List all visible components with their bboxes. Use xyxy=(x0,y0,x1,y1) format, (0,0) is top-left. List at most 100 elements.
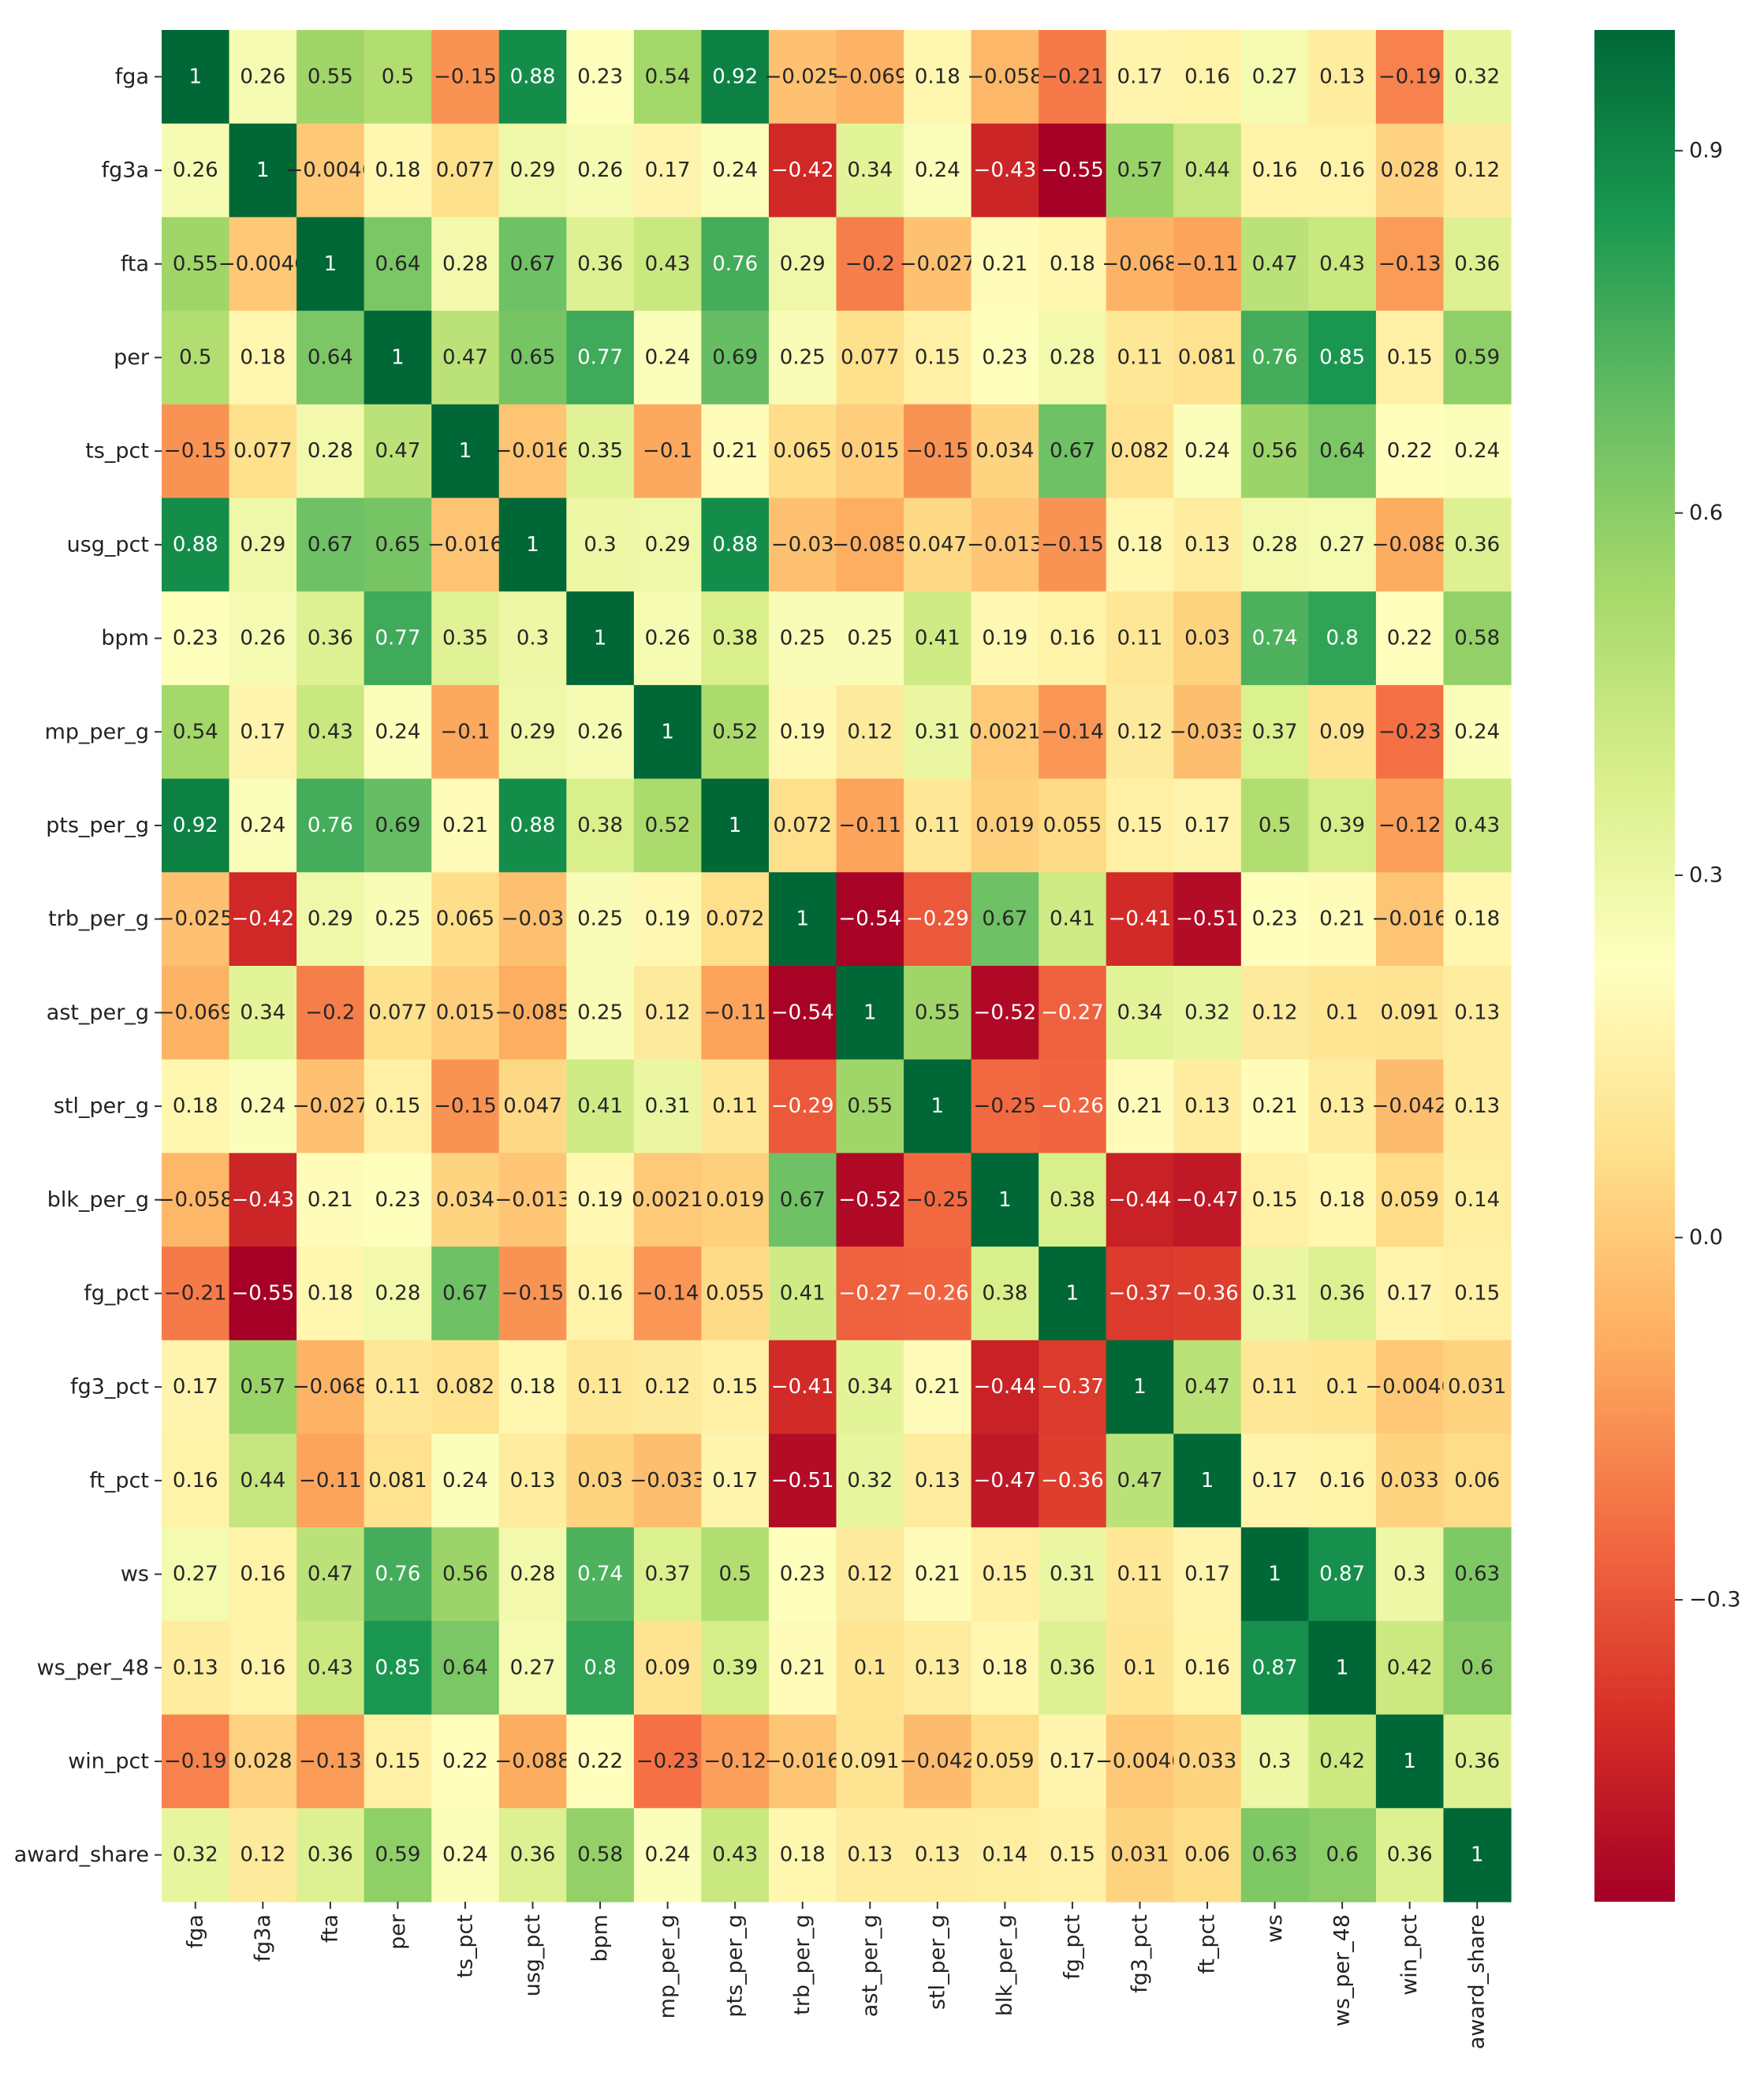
heatmap-cell-blk_per_g-mp_per_g xyxy=(633,1153,702,1247)
cell-value-label: 0.019 xyxy=(975,814,1034,837)
cell-value-label: 0.12 xyxy=(645,1375,691,1399)
heatmap-cell-award_share-mp_per_g xyxy=(633,1808,702,1903)
cell-value-label: 0.69 xyxy=(712,345,758,369)
cell-value-label: 0.52 xyxy=(712,720,758,743)
cell-value-label: 1 xyxy=(1471,1843,1484,1867)
heatmap-cell-fg3_pct-pts_per_g xyxy=(701,1340,770,1435)
cell-value-label: −0.13 xyxy=(1378,252,1441,276)
cell-value-label: 0.25 xyxy=(577,1001,623,1024)
heatmap-cell-fta-ft_pct xyxy=(1173,217,1242,311)
cell-value-label: 0.11 xyxy=(712,1094,758,1118)
cell-value-label: 1 xyxy=(391,345,405,369)
cell-value-label: −0.29 xyxy=(771,1094,834,1118)
cell-value-label: 0.18 xyxy=(1050,252,1095,276)
cell-value-label: −0.03 xyxy=(771,533,834,557)
heatmap-cell-per-fg3a xyxy=(229,311,297,405)
colorbar: 0.9 0.6 0.3 0.0 −0.3 xyxy=(1594,30,1741,1902)
heatmap-cell-fg3a-win_pct xyxy=(1375,123,1445,218)
heatmap-cell-fta-usg_pct xyxy=(498,217,567,311)
heatmap-cell-win_pct-pts_per_g xyxy=(701,1714,770,1809)
heatmap-cell-ws-fg3a xyxy=(229,1527,297,1622)
cell-value-label: 0.88 xyxy=(510,65,556,88)
heatmap-cell-ast_per_g-ts_pct xyxy=(431,966,500,1060)
heatmap-cell-fga-award_share xyxy=(1443,30,1512,125)
cell-value-label: 0.23 xyxy=(375,1188,420,1212)
cell-value-label: 0.32 xyxy=(173,1843,218,1867)
cell-value-label: 0.11 xyxy=(1252,1375,1298,1399)
heatmap-cell-award_share-fta xyxy=(296,1808,365,1903)
cell-value-label: 0.64 xyxy=(442,1656,488,1679)
heatmap-cell-fg3_pct-mp_per_g xyxy=(633,1340,702,1435)
heatmap-cell-fga-fga xyxy=(162,30,230,125)
heatmap-cell-win_pct-mp_per_g xyxy=(633,1714,702,1809)
cell-value-label: 0.28 xyxy=(308,439,353,463)
cell-value-label: −0.033 xyxy=(630,1469,706,1493)
cell-value-label: 0.43 xyxy=(308,1656,353,1679)
cell-value-label: 0.18 xyxy=(915,65,960,88)
heatmap-cell-ws_per_48-fga xyxy=(162,1620,230,1716)
heatmap-cell-ast_per_g-stl_per_g xyxy=(904,966,972,1060)
x-tick-label-award_share: award_share xyxy=(1465,1914,1490,2049)
cell-value-label: −0.14 xyxy=(636,1281,699,1305)
cell-value-label: 1 xyxy=(526,533,539,557)
cell-value-label: 0.21 xyxy=(915,1563,960,1586)
heatmap-cell-usg_pct-fg3_pct xyxy=(1106,498,1174,592)
heatmap-cell-ft_pct-fg3_pct xyxy=(1106,1433,1174,1528)
y-tick-label-stl_per_g: stl_per_g xyxy=(54,1094,149,1119)
cell-value-label: 0.065 xyxy=(774,439,832,463)
heatmap-cell-ws-ast_per_g xyxy=(836,1527,904,1622)
cell-value-label: 0.47 xyxy=(1117,1469,1163,1493)
heatmap-cell-ast_per_g-ast_per_g xyxy=(836,966,904,1060)
colorbar-tick-label: 0.6 xyxy=(1689,501,1723,525)
cell-value-label: 0.47 xyxy=(1252,252,1298,276)
cell-value-label: −0.54 xyxy=(838,907,901,931)
cell-value-label: 0.29 xyxy=(510,158,556,182)
cell-value-label: 0.76 xyxy=(308,814,353,837)
cell-value-label: 0.26 xyxy=(645,627,691,650)
heatmap-cell-usg_pct-fta xyxy=(296,498,365,592)
cell-value-label: 0.5 xyxy=(179,345,211,369)
cell-value-label: 0.43 xyxy=(308,720,353,743)
heatmap-cells: 1 0.26 0.55 0.5 −0.15 0.88 0.23 0.54 0.92 −0.025−… xyxy=(158,30,1512,1903)
cell-value-label: 0.24 xyxy=(1454,720,1500,743)
x-tick-label-pts_per_g: pts_per_g xyxy=(723,1914,748,2018)
heatmap-cell-ws-fg_pct xyxy=(1039,1527,1107,1622)
heatmap-cell-per-award_share xyxy=(1443,311,1512,405)
cell-value-label: 0.028 xyxy=(1380,158,1438,182)
heatmap-cell-fg3a-ws xyxy=(1240,123,1309,218)
cell-value-label: −0.51 xyxy=(771,1469,834,1493)
cell-value-label: −0.013 xyxy=(967,533,1042,557)
cell-value-label: 1 xyxy=(729,814,742,837)
cell-value-label: 0.082 xyxy=(436,1375,494,1399)
x-tick-label-ws: ws xyxy=(1262,1914,1287,1943)
cell-value-label: 0.55 xyxy=(173,252,218,276)
heatmap-cell-ws-per xyxy=(364,1527,432,1622)
heatmap-cell-fga-blk_per_g xyxy=(971,30,1039,125)
heatmap-cell-win_pct-award_share xyxy=(1443,1714,1512,1809)
cell-value-label: −0.085 xyxy=(494,1001,570,1024)
cell-value-label: 0.65 xyxy=(510,345,556,369)
heatmap-cell-ws_per_48-ts_pct xyxy=(431,1620,500,1716)
cell-value-label: 0.15 xyxy=(1252,1188,1298,1212)
cell-value-label: 0.32 xyxy=(847,1469,893,1493)
heatmap-cell-trb_per_g-mp_per_g xyxy=(633,872,702,967)
heatmap-cell-fg3a-fg3_pct xyxy=(1106,123,1174,218)
cell-value-label: 0.31 xyxy=(915,720,960,743)
heatmap-cell-mp_per_g-per xyxy=(364,684,432,780)
cell-value-label: −0.11 xyxy=(1176,252,1239,276)
cell-value-label: 0.077 xyxy=(841,345,899,369)
cell-value-label: −0.068 xyxy=(293,1375,368,1399)
cell-value-label: 0.21 xyxy=(308,1188,353,1212)
cell-value-label: 1 xyxy=(1133,1375,1147,1399)
heatmap-cell-fg3_pct-ts_pct xyxy=(431,1340,500,1435)
cell-value-label: 0.25 xyxy=(780,345,826,369)
heatmap-cell-ft_pct-stl_per_g xyxy=(904,1433,972,1528)
heatmap-cell-ast_per_g-fg_pct xyxy=(1039,966,1107,1060)
cell-value-label: 0.24 xyxy=(442,1469,488,1493)
heatmap-cell-fga-ws_per_48 xyxy=(1308,30,1377,125)
cell-value-label: 0.16 xyxy=(1184,65,1230,88)
heatmap-cell-bpm-mp_per_g xyxy=(633,591,702,686)
heatmap-cell-usg_pct-ws_per_48 xyxy=(1308,498,1377,592)
cell-value-label: 1 xyxy=(1403,1750,1416,1773)
cell-value-label: −0.52 xyxy=(838,1188,901,1212)
